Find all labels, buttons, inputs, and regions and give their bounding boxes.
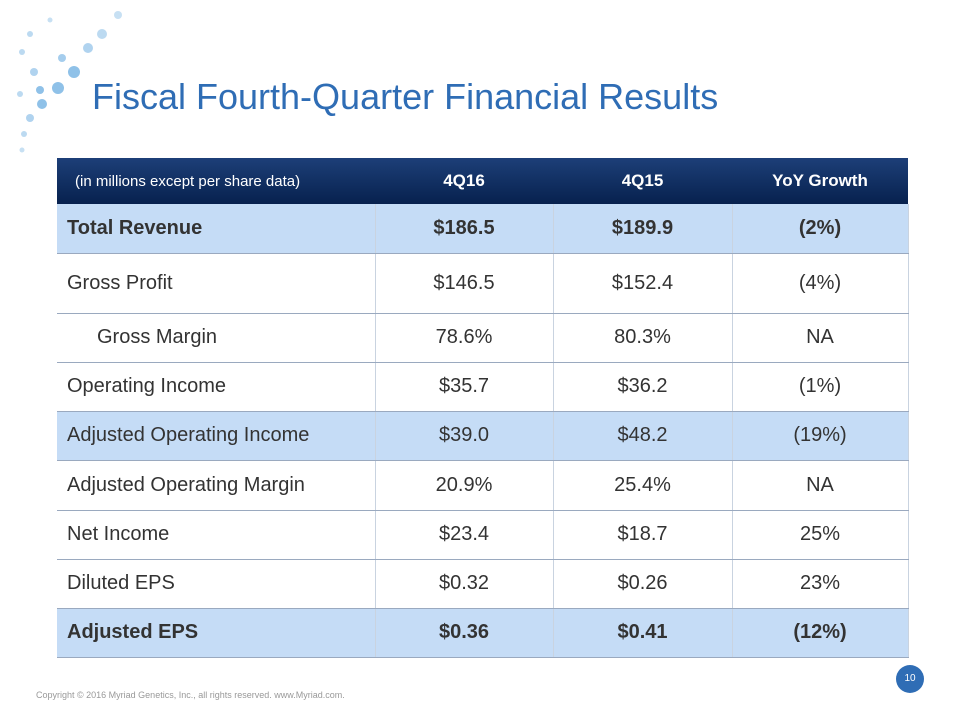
- table-cell: Operating Income: [57, 362, 375, 412]
- table-cell: Diluted EPS: [57, 559, 375, 609]
- table-cell: (1%): [731, 362, 909, 412]
- results-table: (in millions except per share data) 4Q16 4…: [57, 158, 909, 658]
- table-cell: Net Income: [57, 510, 375, 560]
- table-cell: Gross Margin: [57, 313, 375, 363]
- table-cell: Adjusted Operating Margin: [57, 460, 375, 511]
- table-cell: $152.4: [552, 253, 732, 314]
- table-cell: 20.9%: [374, 460, 553, 511]
- table-row: Operating Income $35.7 $36.2 (1%): [57, 362, 909, 412]
- table-row: Adjusted Operating Income $39.0 $48.2 (19%): [57, 411, 909, 461]
- table-row: Total Revenue $186.5 $189.9 (2%): [57, 204, 909, 254]
- table-cell: $186.5: [374, 204, 553, 254]
- table-cell: 80.3%: [552, 313, 732, 363]
- table-cell: NA: [731, 313, 909, 363]
- logo-dots: [17, 11, 122, 153]
- table-cell: (2%): [731, 204, 909, 254]
- table-cell: $48.2: [552, 411, 732, 461]
- column-header: 4Q16: [375, 158, 553, 204]
- table-row: Gross Margin 78.6% 80.3% NA: [57, 313, 909, 363]
- table-cell: 23%: [731, 559, 909, 609]
- table-cell: 25%: [731, 510, 909, 560]
- column-header: YoY Growth: [732, 158, 908, 204]
- table-cell: $18.7: [552, 510, 732, 560]
- table-cell: $23.4: [374, 510, 553, 560]
- table-cell: $0.41: [552, 608, 732, 658]
- table-cell: (19%): [731, 411, 909, 461]
- table-cell: $0.26: [552, 559, 732, 609]
- column-header: (in millions except per share data): [57, 158, 375, 204]
- header-row: (in millions except per share data) 4Q16 4…: [57, 158, 908, 204]
- table-cell: 78.6%: [374, 313, 553, 363]
- table-cell: 25.4%: [552, 460, 732, 511]
- table-row: Adjusted EPS $0.36 $0.41 (12%): [57, 608, 909, 658]
- table-cell: $189.9: [552, 204, 732, 254]
- table-cell: (12%): [731, 608, 909, 658]
- table-cell: Adjusted EPS: [57, 608, 375, 658]
- copyright: Copyright © 2016 Myriad Genetics, Inc., …: [36, 690, 345, 700]
- table-cell: Total Revenue: [57, 204, 375, 254]
- table-cell: $146.5: [374, 253, 553, 314]
- table-cell: $35.7: [374, 362, 553, 412]
- table-cell: $0.32: [374, 559, 553, 609]
- table-cell: Adjusted Operating Income: [57, 411, 375, 461]
- page-number: 10: [896, 665, 924, 693]
- table-row: Gross Profit $146.5 $152.4 (4%): [57, 253, 909, 314]
- table-cell: NA: [731, 460, 909, 511]
- table-cell: $39.0: [374, 411, 553, 461]
- table-row: Net Income $23.4 $18.7 25%: [57, 510, 909, 560]
- table-cell: $0.36: [374, 608, 553, 658]
- table-cell: $36.2: [552, 362, 732, 412]
- table-cell: (4%): [731, 253, 909, 314]
- column-header: 4Q15: [553, 158, 732, 204]
- table-cell: Gross Profit: [57, 253, 375, 314]
- table-row: Adjusted Operating Margin 20.9% 25.4% NA: [57, 460, 909, 511]
- slide-title: Fiscal Fourth-Quarter Financial Results: [92, 76, 719, 117]
- table-row: Diluted EPS $0.32 $0.26 23%: [57, 559, 909, 609]
